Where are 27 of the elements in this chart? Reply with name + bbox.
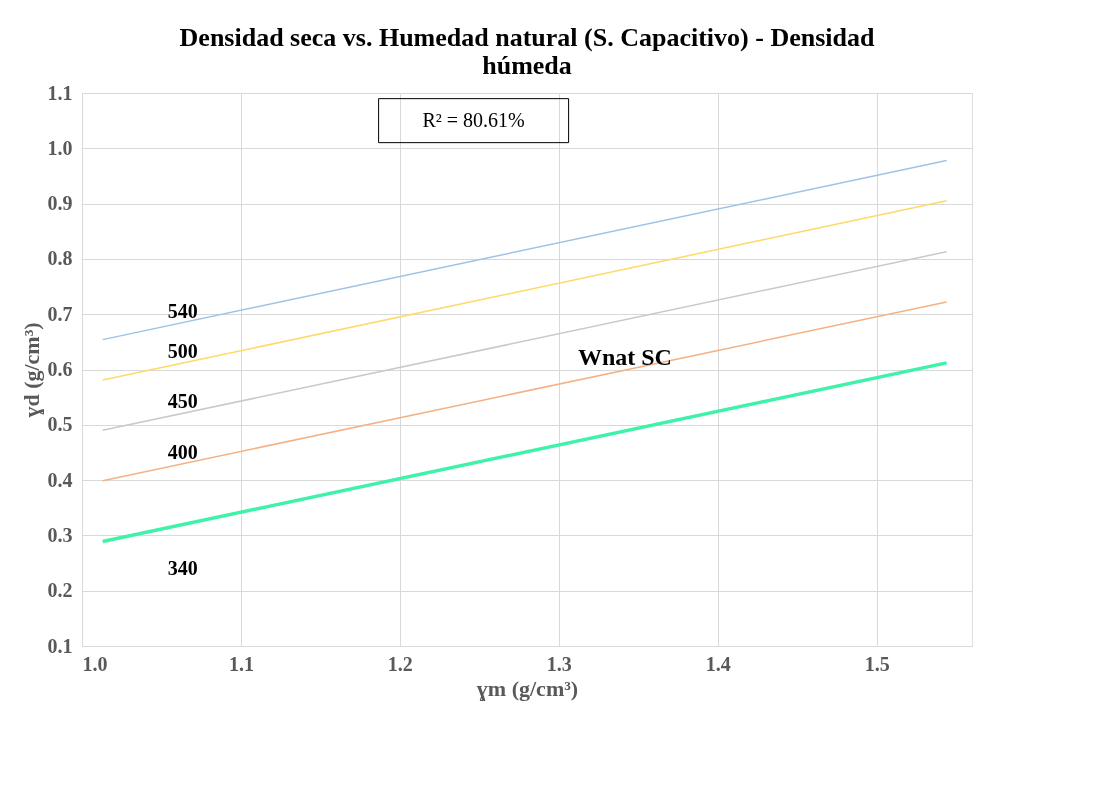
- y-tick-label: 0.7: [47, 302, 73, 325]
- y-tick-label: 0.6: [47, 358, 73, 380]
- y-tick-label: 1.0: [47, 136, 73, 159]
- series-label: 400: [167, 440, 198, 463]
- y-tick-label: 1.1: [47, 81, 73, 104]
- y-tick-label: 0.2: [47, 579, 73, 602]
- chart-title: Densidad seca vs. Humedad natural (S. Capacitivo) - Densidad húmeda: [179, 23, 875, 80]
- x-tick-label: 1.3: [546, 652, 572, 675]
- x-axis-title: ɣm (g/cm³): [476, 675, 579, 701]
- x-tick-label: 1.5: [864, 652, 890, 675]
- y-tick-label: 0.5: [47, 413, 73, 436]
- annotation: R² = 80.61%: [422, 108, 525, 131]
- x-tick-label: 1.1: [228, 652, 254, 675]
- y-axis-title: ɣd (g/cm³): [18, 322, 44, 418]
- series-label: 500: [167, 340, 198, 363]
- annotation: Wnat SC: [577, 344, 672, 371]
- y-tick-label: 0.3: [47, 523, 73, 546]
- x-tick-label: 1.0: [82, 652, 108, 675]
- y-tick-label: 0.4: [47, 468, 73, 491]
- y-tick-label: 0.8: [47, 247, 73, 270]
- series-label: 450: [167, 390, 198, 413]
- series-label: 340: [167, 557, 198, 580]
- x-tick-label: 1.2: [387, 652, 413, 675]
- x-tick-label: 1.4: [705, 652, 731, 675]
- series-label: 540: [167, 299, 198, 322]
- y-tick-label: 0.9: [47, 192, 73, 215]
- y-tick-label: 0.1: [47, 634, 73, 657]
